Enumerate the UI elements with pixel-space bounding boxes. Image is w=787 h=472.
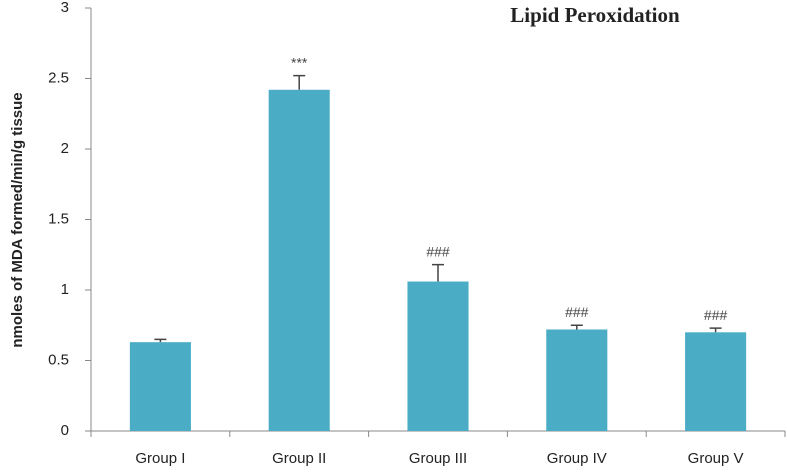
- bar: [546, 329, 608, 431]
- y-tick-label: 2: [61, 140, 69, 157]
- error-bar: [432, 263, 444, 282]
- x-tick-label: Group V: [688, 450, 744, 467]
- significance-label: ###: [565, 304, 589, 320]
- bar: [407, 281, 469, 431]
- bar: [685, 332, 747, 431]
- y-tick-label: 1: [61, 281, 69, 298]
- y-tick-label: 2.5: [48, 69, 69, 86]
- x-tick-label: Group III: [409, 450, 467, 467]
- significance-label: ###: [704, 307, 728, 323]
- x-tick-label: Group IV: [547, 450, 607, 467]
- error-bar: [154, 338, 167, 343]
- significance-label: ###: [426, 243, 450, 259]
- y-tick-label: 3: [61, 0, 69, 16]
- bar: [129, 342, 191, 431]
- error-bar: [709, 327, 722, 333]
- significance-label: ***: [291, 54, 308, 70]
- y-tick-label: 1.5: [48, 210, 69, 227]
- error-bar: [293, 74, 306, 90]
- error-bar: [570, 324, 583, 330]
- bar: [268, 89, 330, 431]
- y-tick-label: 0.5: [48, 351, 69, 368]
- x-tick-label: Group II: [272, 450, 326, 467]
- y-axis-label: nmoles of MDA formed/min/g tissue: [9, 92, 26, 347]
- chart-title: Lipid Peroxidation: [510, 3, 680, 27]
- y-tick-label: 0: [61, 422, 69, 439]
- x-tick-label: Group I: [135, 450, 185, 467]
